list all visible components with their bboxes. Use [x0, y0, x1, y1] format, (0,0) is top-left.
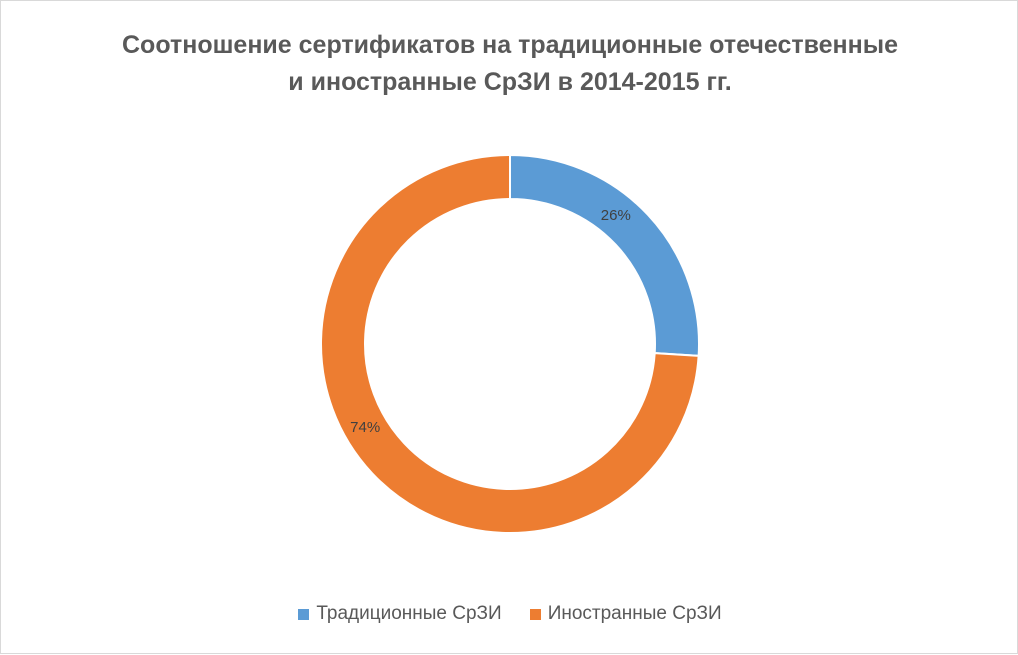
chart-legend: Традиционные СрЗИ Иностранные СрЗИ	[1, 603, 1018, 625]
chart-title-line-2: и иностранные СрЗИ в 2014-2015 гг.	[288, 68, 732, 96]
chart-title: Соотношение сертификатов на традиционные…	[1, 27, 1018, 101]
slice-traditional	[509, 153, 700, 357]
chart-title-line-1: Соотношение сертификатов на традиционные…	[122, 31, 898, 59]
data-label-foreign: 74%	[350, 419, 380, 436]
slice-foreign	[320, 153, 700, 534]
legend-item-traditional: Традиционные СрЗИ	[298, 603, 502, 625]
legend-swatch-traditional	[298, 608, 310, 620]
legend-swatch-foreign	[529, 608, 541, 620]
data-label-traditional: 26%	[601, 207, 631, 224]
legend-item-foreign: Иностранные СрЗИ	[529, 603, 722, 625]
legend-label-foreign: Иностранные СрЗИ	[547, 603, 722, 624]
legend-label-traditional: Традиционные СрЗИ	[316, 603, 502, 624]
